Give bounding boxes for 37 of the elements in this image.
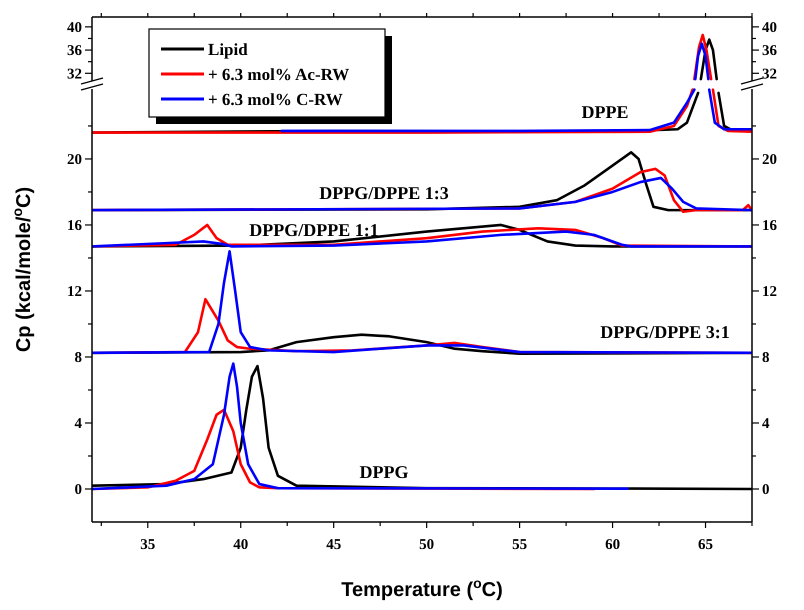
y-tick-label: 0 — [74, 482, 82, 498]
y2-tick-label: 12 — [762, 284, 777, 300]
y-tick-label: 12 — [67, 284, 82, 300]
y2-tick-label: 16 — [762, 218, 778, 234]
y-tick-label: 16 — [67, 218, 82, 234]
y2-tick-label: 8 — [762, 350, 770, 366]
legend-label: + 6.3 mol% C-RW — [208, 90, 343, 109]
x-tick-label: 65 — [698, 537, 714, 553]
annotation: DPPG/DPPE 3:1 — [600, 322, 730, 342]
y2-tick-label: 40 — [762, 20, 777, 36]
y2-tick-label: 0 — [762, 482, 770, 498]
line-series — [92, 250, 752, 354]
y2-tick-label: 20 — [762, 152, 777, 168]
x-axis-title: Temperature ($^{o}$C) — [341, 575, 503, 601]
legend-label: + 6.3 mol% Ac-RW — [208, 65, 350, 84]
annotation: DPPG/DPPE 1:3 — [319, 183, 449, 203]
line-series — [92, 362, 629, 490]
y-tick-label: 4 — [74, 416, 82, 432]
y2-tick-label: 4 — [762, 416, 770, 432]
x-tick-label: 35 — [140, 537, 156, 553]
y2-tick-label: 32 — [762, 66, 777, 82]
x-tick-label: 55 — [512, 537, 528, 553]
annotation: DPPE — [582, 102, 628, 122]
y-tick-label: 20 — [67, 152, 82, 168]
y-tick-label: 8 — [74, 350, 82, 366]
y-tick-label: 36 — [67, 43, 82, 60]
annotation: DPPG/DPPE 1:1 — [249, 220, 379, 240]
y2-tick-label: 36 — [762, 43, 778, 60]
annotation: DPPG — [360, 462, 408, 482]
x-tick-label: 60 — [605, 537, 620, 553]
y-tick-label: 40 — [67, 20, 82, 36]
x-tick-label: 50 — [419, 537, 434, 553]
y-tick-label: 32 — [67, 66, 82, 82]
line-series — [92, 176, 752, 212]
x-tick-label: 45 — [326, 537, 342, 553]
x-tick-label: 40 — [233, 537, 248, 553]
legend-label: Lipid — [208, 40, 248, 59]
